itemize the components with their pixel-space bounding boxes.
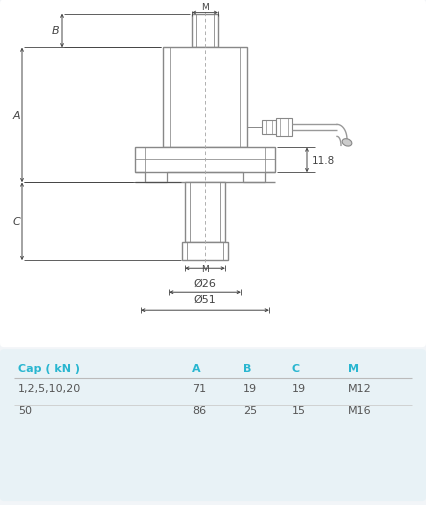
Text: C: C	[292, 364, 300, 373]
FancyBboxPatch shape	[0, 1, 426, 347]
Text: 1,2,5,10,20: 1,2,5,10,20	[18, 383, 81, 393]
Text: Ø51: Ø51	[194, 294, 216, 305]
Bar	[135, 148, 275, 173]
FancyBboxPatch shape	[0, 349, 426, 501]
Text: M: M	[201, 3, 209, 12]
Bar	[182, 243, 228, 261]
Text: 19: 19	[292, 383, 306, 393]
Text: 86: 86	[192, 406, 206, 415]
Bar	[276, 119, 292, 137]
Text: 19: 19	[243, 383, 257, 393]
Bar	[163, 48, 247, 148]
Text: B: B	[243, 364, 251, 373]
Bar	[192, 15, 218, 48]
Bar	[185, 183, 225, 243]
Text: A: A	[192, 364, 201, 373]
Text: M16: M16	[348, 406, 371, 415]
Text: Ø26: Ø26	[193, 279, 216, 289]
Text: M: M	[201, 264, 209, 273]
Bar	[262, 121, 276, 135]
Text: A: A	[12, 111, 20, 121]
Text: C: C	[12, 217, 20, 227]
Text: 25: 25	[243, 406, 257, 415]
Text: 71: 71	[192, 383, 206, 393]
Text: 15: 15	[292, 406, 306, 415]
Text: B: B	[52, 26, 60, 36]
Text: M: M	[348, 364, 359, 373]
Text: 50: 50	[18, 406, 32, 415]
Text: 11.8: 11.8	[312, 156, 335, 166]
Text: Cap ( kN ): Cap ( kN )	[18, 364, 80, 373]
Text: M12: M12	[348, 383, 372, 393]
Ellipse shape	[342, 139, 352, 147]
